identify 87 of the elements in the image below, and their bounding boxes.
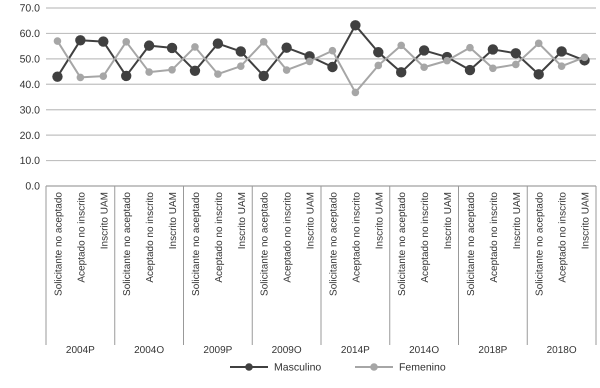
- point: [144, 40, 154, 51]
- point: [168, 66, 176, 74]
- point: [121, 70, 132, 82]
- x-tick-label: Aceptado no inscrito: [420, 192, 432, 283]
- x-tick-label: Solicitante no aceptado: [534, 192, 546, 296]
- point: [260, 38, 268, 46]
- point: [236, 46, 246, 57]
- point: [166, 42, 178, 54]
- text: 2014P: [340, 345, 370, 356]
- point: [54, 37, 62, 45]
- point: [374, 62, 382, 70]
- legend-label: Masculino: [274, 362, 322, 374]
- text: 2018O: [546, 345, 577, 356]
- point: [282, 66, 290, 74]
- x-tick-label: Aceptado no inscrito: [282, 192, 294, 283]
- x-tick-label: Aceptado no inscrito: [145, 192, 156, 283]
- point: [489, 64, 497, 72]
- x-tick-label: Inscrito UAM: [306, 192, 317, 250]
- x-tick-label: Aceptado no inscrito: [558, 192, 569, 283]
- point: [418, 45, 430, 56]
- x-tick-label: Aceptado no inscrito: [351, 192, 362, 283]
- point: [212, 38, 224, 49]
- point: [76, 74, 84, 82]
- point: [258, 70, 269, 82]
- x-tick-label: Solicitante no aceptado: [122, 192, 134, 296]
- point: [397, 42, 406, 50]
- point: [556, 46, 567, 57]
- x-tick-label: Solicitante no aceptado: [397, 192, 408, 296]
- point: [488, 44, 498, 55]
- x-tick-label: Solicitante no aceptado: [328, 192, 340, 296]
- y-tick-label: 50.0: [20, 54, 40, 66]
- point: [580, 54, 588, 62]
- x-tick-label: Inscrito UAM: [168, 192, 180, 250]
- x-tick-label: Inscrito UAM: [580, 192, 592, 250]
- text: 2009O: [272, 345, 302, 356]
- x-tick-label: Solicitante no aceptado: [466, 192, 477, 296]
- y-tick-label: 60.0: [20, 28, 40, 40]
- point: [350, 20, 361, 30]
- point: [512, 60, 520, 68]
- point: [214, 70, 222, 78]
- x-tick-label: Aceptado no inscrito: [214, 192, 225, 283]
- point: [328, 46, 336, 55]
- x-tick-label: Solicitante no aceptado: [53, 192, 64, 296]
- y-tick-label: 40.0: [20, 78, 40, 91]
- text: 2004P: [66, 345, 96, 356]
- point: [534, 40, 543, 48]
- text: 2014O: [409, 345, 440, 356]
- x-tick-label: Inscrito UAM: [512, 192, 523, 250]
- point: [466, 44, 474, 52]
- point: [190, 66, 200, 76]
- point: [443, 56, 451, 64]
- x-tick-label: Solicitante no aceptado: [190, 192, 202, 296]
- x-tick-label: Inscrito UAM: [236, 192, 248, 250]
- point: [191, 43, 199, 51]
- point: [122, 38, 130, 46]
- point: [75, 35, 86, 46]
- point: [396, 67, 406, 78]
- x-tick-label: Inscrito UAM: [99, 192, 110, 250]
- x-tick-label: Aceptado no inscrito: [488, 192, 500, 283]
- point: [327, 62, 338, 72]
- x-tick-label: Inscrito UAM: [374, 192, 386, 250]
- point: [99, 72, 108, 80]
- text: 2004O: [134, 345, 164, 356]
- y-tick-label: 10.0: [20, 155, 40, 168]
- point: [306, 58, 314, 66]
- point: [352, 88, 360, 96]
- point: [464, 64, 476, 76]
- x-tick-label: Inscrito UAM: [443, 192, 454, 250]
- point: [281, 42, 292, 53]
- text: 2018P: [478, 345, 508, 356]
- point: [510, 48, 521, 58]
- point: [98, 36, 108, 47]
- y-tick-label: 30.0: [20, 104, 40, 116]
- point: [534, 69, 544, 80]
- x-tick-label: Aceptado no inscrito: [76, 192, 88, 283]
- point: [236, 62, 245, 70]
- x-tick-label: Solicitante no aceptado: [260, 192, 271, 296]
- point: [373, 47, 384, 58]
- y-tick-label: 0.0: [25, 180, 40, 193]
- point: [558, 62, 566, 70]
- point: [145, 68, 153, 76]
- point: [420, 63, 428, 72]
- y-tick-label: 70.0: [20, 2, 40, 15]
- text: 2009P: [203, 345, 233, 356]
- y-tick-label: 20.0: [20, 130, 40, 142]
- legend-label: Femenino: [399, 362, 446, 374]
- point: [52, 71, 63, 82]
